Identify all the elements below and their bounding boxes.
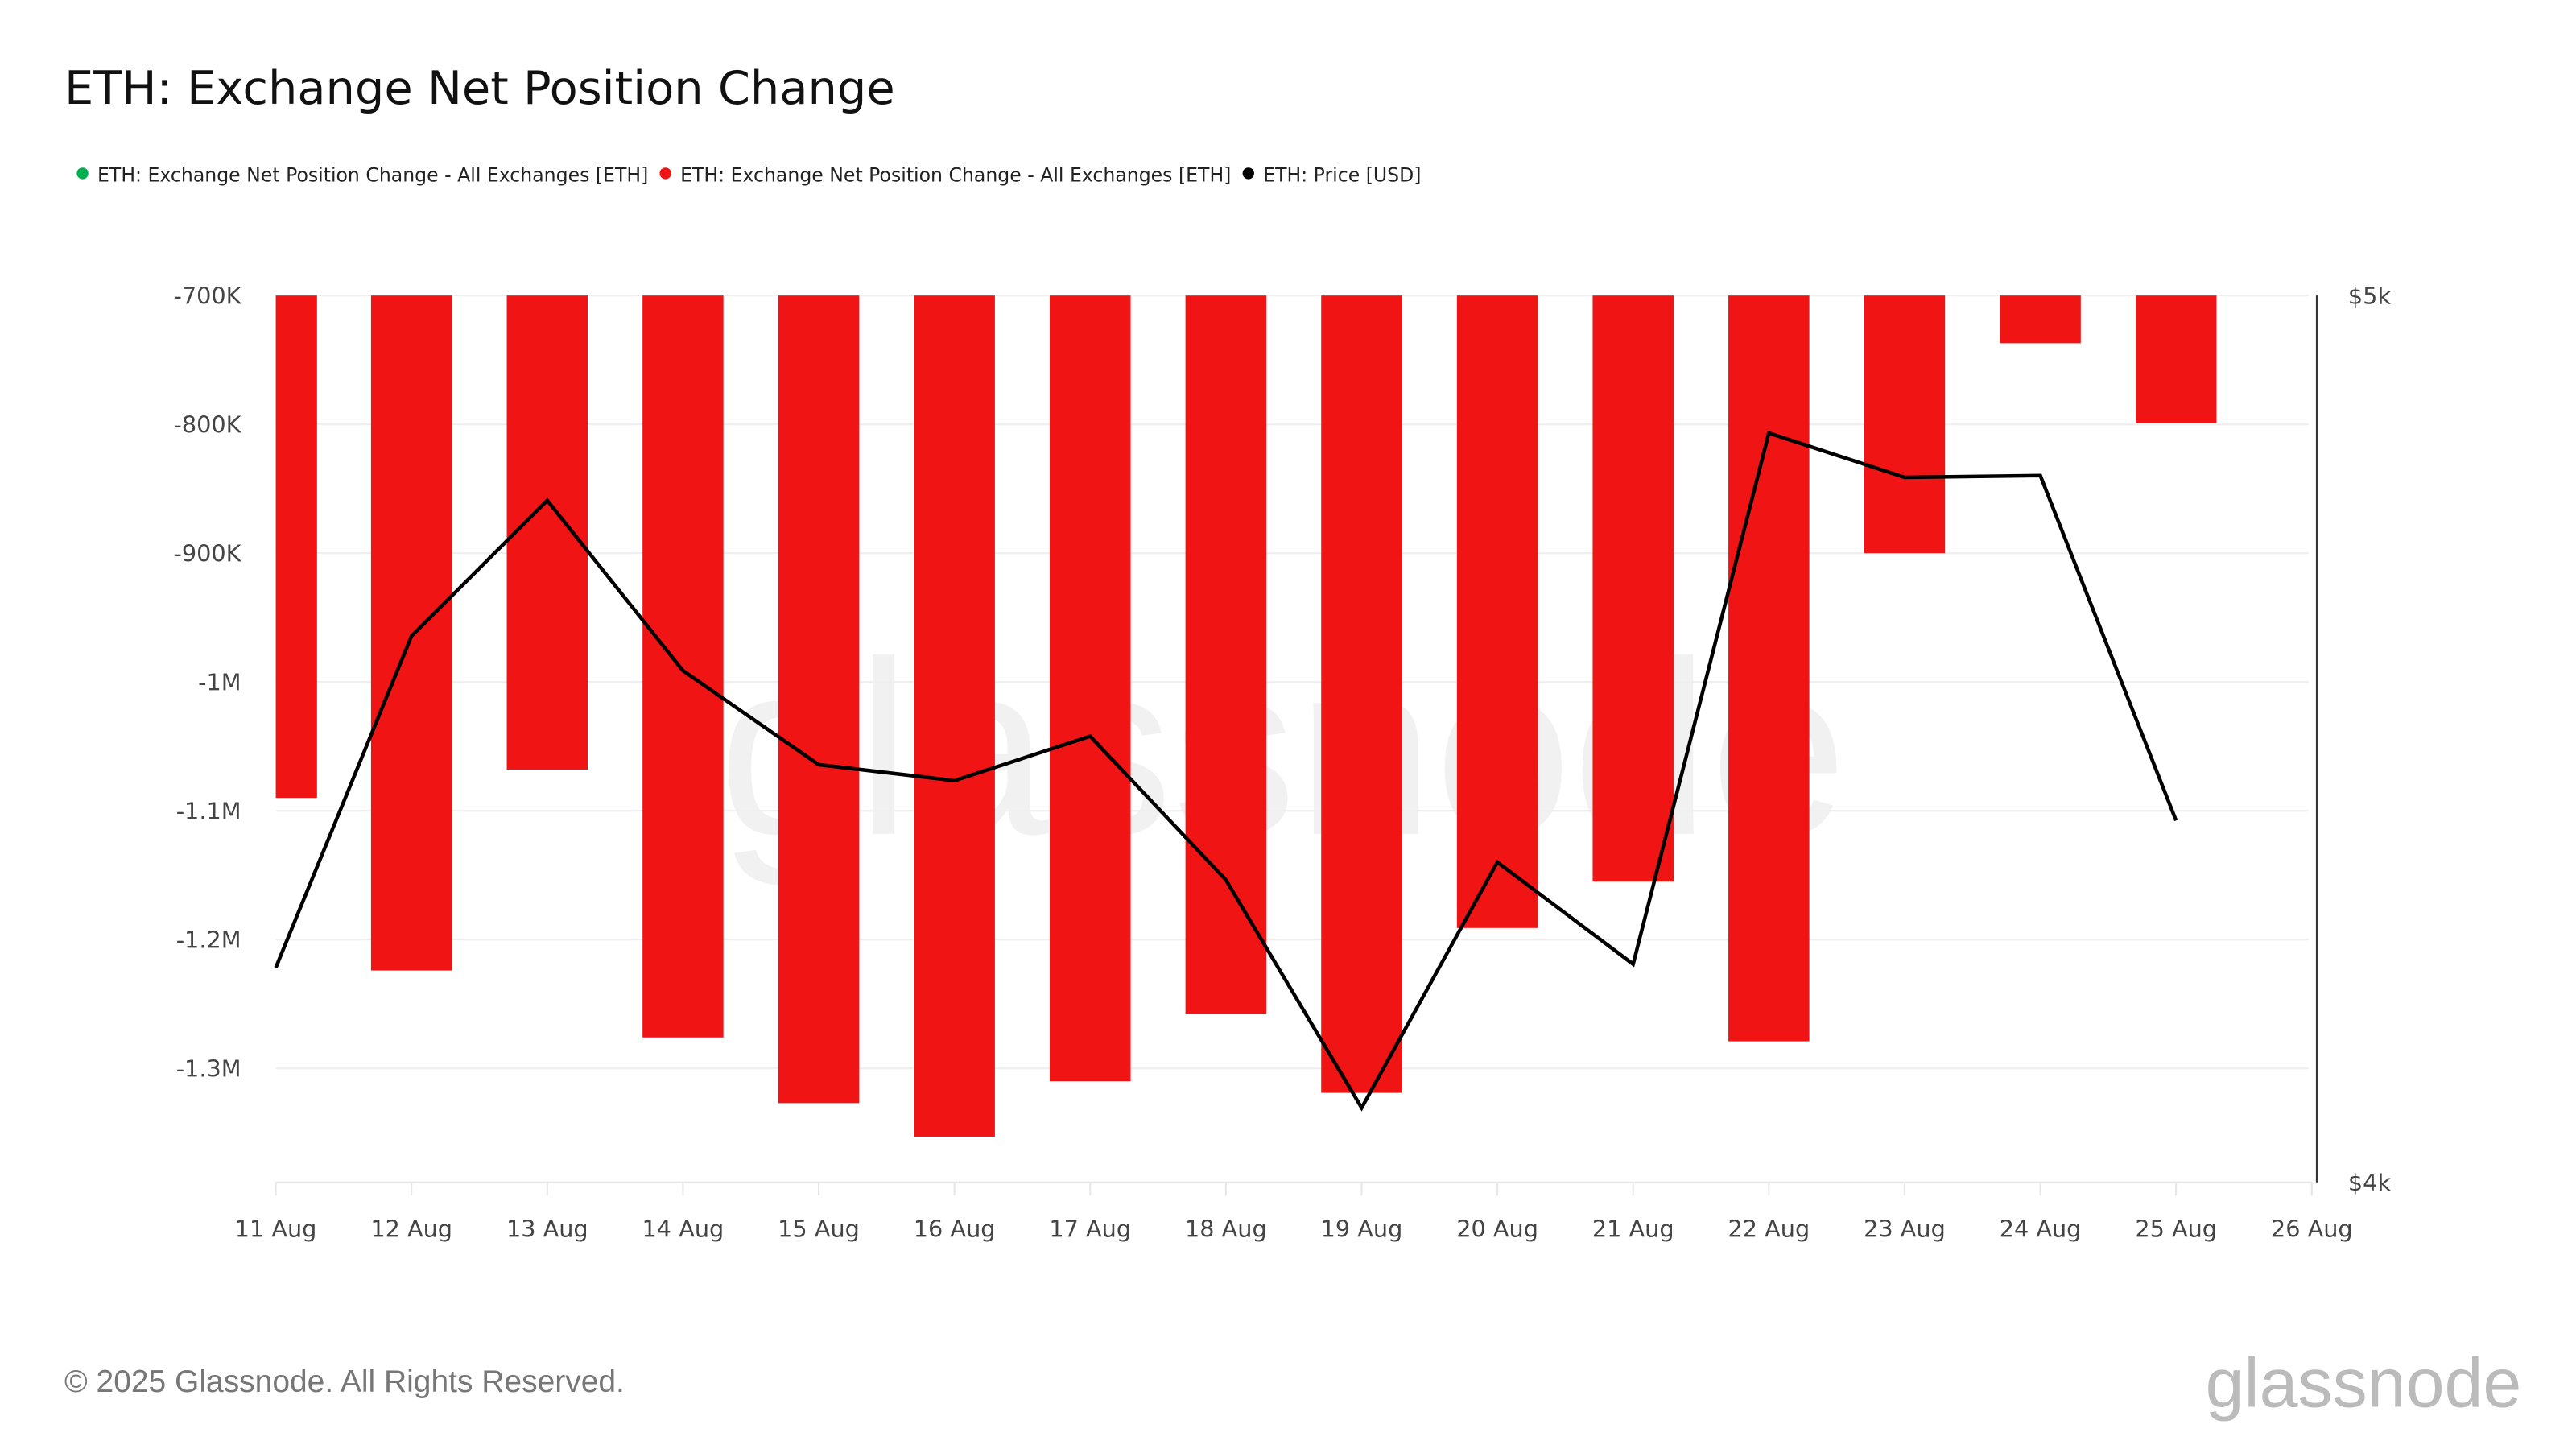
glassnode-logo: glassnode	[2206, 1345, 2522, 1422]
legend-label[interactable]: ETH: Price [USD]	[1263, 164, 1421, 187]
axes: 11 Aug 12 Aug 13 Aug 14 Aug 15 Aug 16 Aug 17 A…	[235, 282, 2392, 1242]
y-left-tick-label: -1.3M	[176, 1055, 242, 1082]
x-tick-label: 16 Aug	[914, 1215, 996, 1242]
bar	[1456, 295, 1538, 928]
bar	[1592, 295, 1674, 882]
bars	[275, 295, 2217, 1137]
x-tick-label: 26 Aug	[2271, 1215, 2353, 1242]
x-tick-label: 20 Aug	[1456, 1215, 1538, 1242]
copyright-footer: © 2025 Glassnode. All Rights Reserved.	[64, 1364, 625, 1399]
bar	[2000, 295, 2081, 344]
x-tick-label: 11 Aug	[235, 1215, 317, 1242]
grid: -700K -800K -900K -1M -1.1M -1.2M -1.3M	[174, 282, 2309, 1082]
x-tick-label: 14 Aug	[642, 1215, 724, 1242]
price-line	[274, 431, 2178, 1112]
bar	[1864, 295, 1946, 554]
bar	[1321, 295, 1402, 1093]
bar	[2135, 295, 2217, 423]
bar	[1728, 295, 1810, 1042]
chart-title: ETH: Exchange Net Position Change	[64, 61, 895, 115]
x-tick-label: 13 Aug	[506, 1215, 588, 1242]
legend-label[interactable]: ETH: Exchange Net Position Change - All …	[97, 164, 648, 187]
y-left-tick-label: -800K	[174, 411, 242, 438]
bar	[914, 295, 995, 1137]
bar	[1050, 295, 1131, 1082]
x-tick-label: 21 Aug	[1592, 1215, 1674, 1242]
x-tick-label: 22 Aug	[1728, 1215, 1810, 1242]
x-tick-label: 19 Aug	[1321, 1215, 1403, 1242]
y-left-tick-label: -700K	[174, 282, 242, 309]
y-right-tick-label: $5k	[2348, 282, 2392, 309]
bar	[642, 295, 724, 1038]
legend-marker	[1242, 167, 1254, 180]
x-tick-label: 17 Aug	[1049, 1215, 1131, 1242]
legend-marker	[76, 167, 89, 180]
bar	[370, 295, 452, 971]
legend-marker	[659, 167, 671, 180]
y-left-tick-label: -1M	[198, 668, 241, 696]
bar	[506, 295, 588, 770]
x-tick-label: 25 Aug	[2135, 1215, 2217, 1242]
y-right-tick-label: $4k	[2348, 1169, 2392, 1196]
x-tick-label: 23 Aug	[1864, 1215, 1946, 1242]
y-left-tick-label: -1.2M	[176, 926, 242, 953]
x-tick-label: 18 Aug	[1185, 1215, 1267, 1242]
y-left-tick-label: -1.1M	[176, 797, 242, 824]
x-tick-label: 15 Aug	[778, 1215, 860, 1242]
watermark: glassnode	[718, 610, 1847, 888]
x-tick-label: 24 Aug	[2000, 1215, 2082, 1242]
bar	[275, 295, 317, 799]
x-tick-label: 12 Aug	[370, 1215, 452, 1242]
y-left-tick-label: -900K	[174, 539, 242, 567]
bar	[1185, 295, 1267, 1014]
legend: ETH: Exchange Net Position Change - All …	[76, 164, 1421, 187]
legend-label[interactable]: ETH: Exchange Net Position Change - All …	[680, 164, 1231, 187]
bar	[778, 295, 860, 1104]
